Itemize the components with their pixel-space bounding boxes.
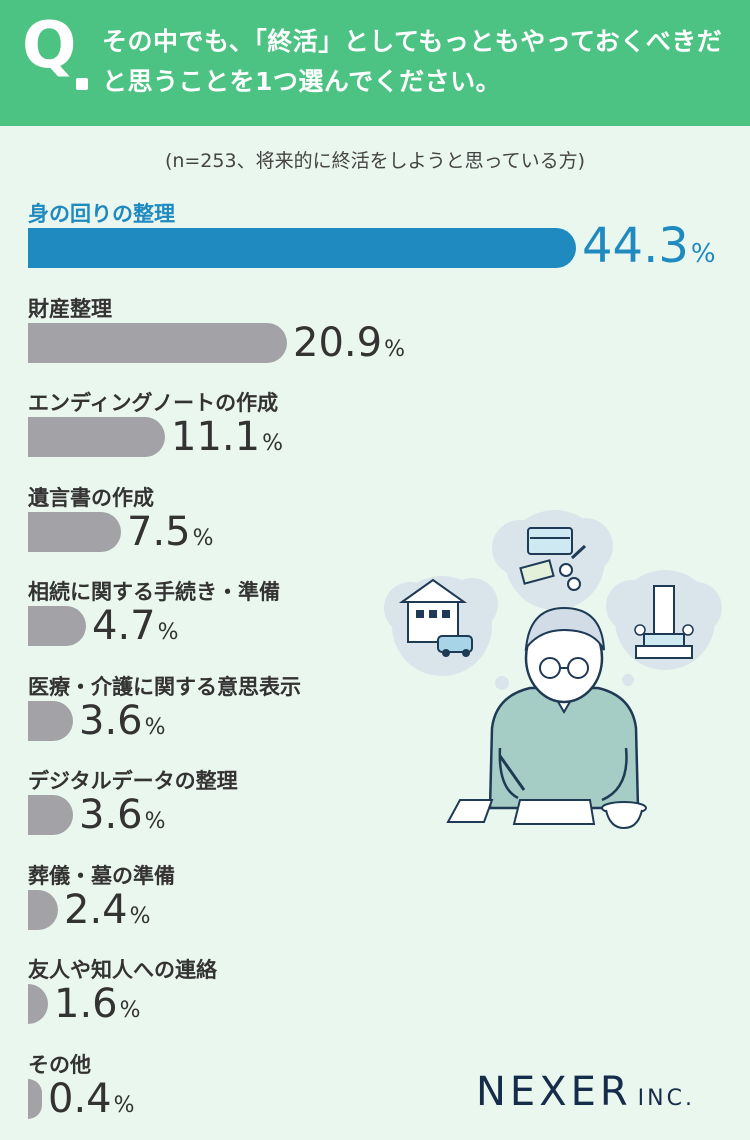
value-number: 44.3 xyxy=(582,218,689,274)
bar-value-label: 3.6% xyxy=(79,795,166,835)
grave-bubble xyxy=(606,570,722,686)
bar xyxy=(28,322,287,363)
logo-suffix: INC. xyxy=(637,1086,695,1111)
bar-value-label: 0.4% xyxy=(48,1079,135,1119)
bar-value-label: 2.4% xyxy=(64,890,151,930)
value-unit: % xyxy=(262,431,283,456)
value-number: 3.6 xyxy=(79,697,143,744)
bar xyxy=(28,700,73,741)
bar-value-label: 20.9% xyxy=(293,323,405,363)
logo-name: NEXER xyxy=(476,1069,632,1115)
bar-label: 葬儀・墓の準備 xyxy=(28,863,175,888)
question-header: Q その中でも、「終活」としてもっともやっておくべきだと思うことを1つ選んでくだ… xyxy=(0,0,750,126)
bar xyxy=(28,889,58,930)
money-bubble xyxy=(492,510,613,624)
bar xyxy=(28,417,165,457)
value-unit: % xyxy=(192,525,214,551)
value-number: 3.6 xyxy=(79,792,143,838)
value-number: 4.7 xyxy=(92,603,156,649)
value-unit: % xyxy=(384,336,405,362)
bar-label: エンディングノートの作成 xyxy=(28,391,279,415)
value-number: 2.4 xyxy=(64,886,128,933)
q-dot xyxy=(76,78,88,90)
person-writing-illustration xyxy=(384,510,722,830)
value-unit: % xyxy=(157,620,179,645)
value-unit: % xyxy=(144,714,166,740)
value-number: 20.9 xyxy=(293,319,383,366)
bar xyxy=(28,511,121,552)
value-number: 7.5 xyxy=(127,508,191,555)
bar-label: 身の回りの整理 xyxy=(28,202,175,226)
desk-items xyxy=(446,799,647,830)
value-unit: % xyxy=(690,239,716,269)
house-car-bubble xyxy=(384,576,509,690)
value-unit: % xyxy=(129,903,151,929)
bar-label: その他 xyxy=(28,1052,91,1077)
bar xyxy=(28,228,576,268)
bar-value-label: 4.7% xyxy=(92,606,179,646)
bar-value-label: 44.3% xyxy=(582,222,716,270)
bar-label: デジタルデータの整理 xyxy=(28,769,238,793)
bar xyxy=(28,1078,42,1119)
bar xyxy=(28,984,48,1024)
value-unit: % xyxy=(119,998,141,1023)
bar-value-label: 1.6% xyxy=(54,984,141,1024)
bar-label: 遺言書の作成 xyxy=(28,485,154,510)
bar-label: 医療・介護に関する意思表示 xyxy=(28,674,301,699)
bar-value-label: 7.5% xyxy=(127,512,214,552)
bar-value-label: 3.6% xyxy=(79,701,166,741)
nexer-logo: NEXER INC. xyxy=(476,1072,695,1112)
bar xyxy=(28,795,73,835)
question-text: その中でも、「終活」としてもっともやっておくべきだと思うことを1つ選んでください… xyxy=(102,27,723,96)
bar-label: 友人や知人への連絡 xyxy=(28,958,217,982)
bar xyxy=(28,606,86,646)
value-number: 11.1 xyxy=(171,414,261,460)
value-number: 0.4 xyxy=(48,1075,112,1122)
value-unit: % xyxy=(113,1092,135,1118)
chart-subtitle: (n=253、将来的に終活をしようと思っている方) xyxy=(164,150,586,172)
bar-label: 財産整理 xyxy=(28,296,112,321)
bar-value-label: 11.1% xyxy=(171,417,283,457)
value-number: 1.6 xyxy=(54,981,118,1027)
person-icon xyxy=(488,606,640,810)
value-unit: % xyxy=(144,809,166,834)
bar-label: 相続に関する手続き・準備 xyxy=(28,580,280,604)
q-mark: Q xyxy=(22,9,77,83)
